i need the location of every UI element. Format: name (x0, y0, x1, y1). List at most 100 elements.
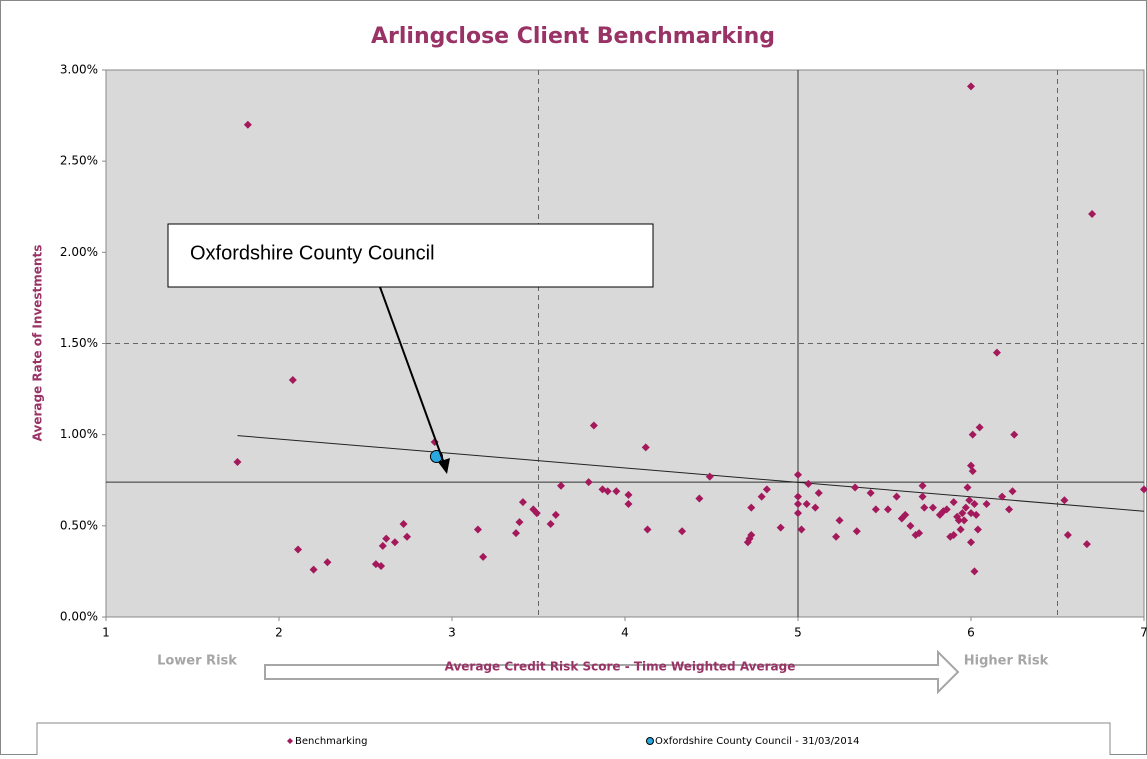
point (546, 520, 555, 529)
point (1082, 540, 1091, 549)
point (970, 567, 979, 576)
point (794, 509, 802, 518)
point (624, 490, 633, 499)
point (641, 443, 650, 452)
point (797, 525, 806, 534)
point (1088, 210, 1097, 219)
point (956, 525, 965, 534)
point (972, 510, 981, 519)
point (968, 467, 977, 476)
point (804, 479, 813, 488)
point (603, 487, 612, 496)
legend-marker (287, 738, 293, 744)
point (757, 492, 766, 501)
chart-title: Arlingclose Client Benchmarking (371, 24, 775, 49)
y-tick-label: 0.50% (60, 518, 98, 532)
point (852, 527, 861, 536)
point (961, 503, 970, 512)
point (901, 510, 910, 519)
point (928, 503, 937, 512)
point (377, 561, 386, 570)
point (998, 492, 1007, 501)
y-tick-label: 1.50% (60, 336, 98, 350)
point (960, 516, 969, 525)
point (851, 483, 860, 492)
y-tick-label: 1.00% (60, 427, 98, 441)
point (584, 478, 593, 487)
point (288, 375, 297, 384)
point (747, 503, 756, 512)
point (967, 82, 975, 91)
legend-label: Benchmarking (295, 736, 367, 747)
point (532, 509, 541, 518)
point (794, 492, 802, 501)
point (695, 494, 704, 503)
point (918, 492, 927, 501)
x-tick-label: 5 (794, 626, 802, 640)
x-tick-label: 2 (275, 626, 283, 640)
point (378, 541, 387, 550)
point (1005, 505, 1014, 514)
trendline (237, 435, 1145, 512)
point (958, 509, 967, 518)
point (866, 489, 875, 498)
point (589, 421, 598, 430)
point (243, 120, 252, 129)
point (883, 505, 892, 514)
point (949, 498, 958, 507)
point (479, 552, 488, 561)
point (323, 558, 332, 567)
point (794, 499, 802, 508)
point (814, 489, 823, 498)
point (967, 538, 975, 547)
point (920, 503, 929, 512)
x-tick-label: 6 (967, 626, 975, 640)
point (512, 529, 521, 538)
y-tick-label: 0.00% (60, 610, 98, 624)
point (832, 532, 841, 541)
annotation-box (167, 223, 654, 288)
point (794, 470, 802, 479)
point (1063, 530, 1072, 539)
point (747, 530, 756, 539)
point (399, 520, 408, 529)
point (1060, 496, 1069, 505)
point (982, 499, 991, 508)
point (968, 430, 977, 439)
point (970, 499, 979, 508)
annotation-arrow (379, 286, 446, 467)
point (473, 525, 482, 534)
point (382, 534, 391, 543)
point (973, 525, 982, 534)
point (954, 516, 963, 525)
point (1010, 430, 1019, 439)
point (811, 503, 820, 512)
point (906, 521, 915, 530)
point (515, 518, 524, 527)
point (294, 545, 303, 554)
low-risk-label: Lower Risk (157, 654, 237, 669)
x-axis-title: Average Credit Risk Score - Time Weighte… (445, 660, 796, 674)
legend (36, 722, 1111, 759)
point (871, 505, 880, 514)
point (949, 530, 958, 539)
point (1008, 487, 1017, 496)
point (309, 565, 318, 574)
legend-label: Oxfordshire County Council - 31/03/2014 (655, 736, 860, 747)
point (643, 525, 652, 534)
point (892, 492, 901, 501)
y-tick-label: 2.50% (60, 154, 98, 168)
high-risk-label: Higher Risk (964, 654, 1049, 669)
axis-arrow (264, 649, 960, 695)
point (965, 496, 974, 505)
point (942, 505, 951, 514)
point (992, 348, 1001, 357)
point (390, 538, 399, 547)
point (835, 516, 844, 525)
point (963, 483, 972, 492)
y-tick-label: 3.00% (60, 63, 98, 77)
annotation-arrow-head (438, 458, 450, 474)
point (556, 481, 565, 490)
point (705, 472, 714, 481)
